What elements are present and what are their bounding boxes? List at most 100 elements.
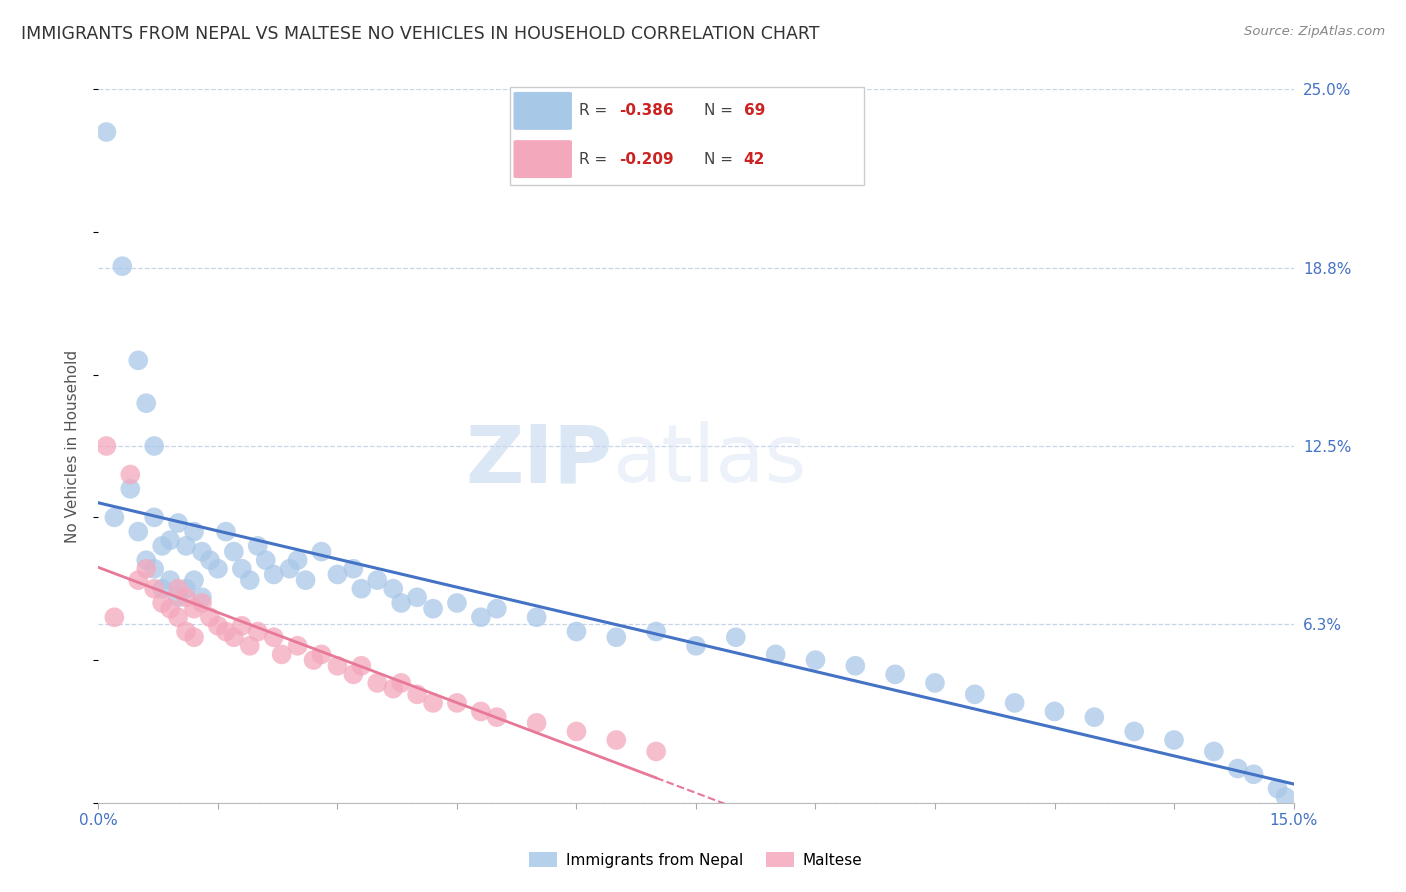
Text: ZIP: ZIP	[465, 421, 613, 500]
Point	[207, 562, 229, 576]
Point	[389, 596, 412, 610]
Point	[1202, 744, 1225, 758]
Point	[150, 539, 173, 553]
Point	[605, 733, 627, 747]
Point	[1267, 781, 1289, 796]
Point	[278, 562, 301, 576]
Point	[366, 573, 388, 587]
Point	[844, 658, 866, 673]
Point	[446, 696, 468, 710]
Point	[167, 610, 190, 624]
Text: 69: 69	[744, 103, 765, 119]
Point	[183, 601, 205, 615]
Point	[565, 624, 588, 639]
Point	[207, 619, 229, 633]
Point	[1043, 705, 1066, 719]
Point	[389, 676, 412, 690]
Text: R =: R =	[579, 103, 613, 119]
Point	[963, 687, 986, 701]
Point	[167, 591, 190, 605]
Legend: Immigrants from Nepal, Maltese: Immigrants from Nepal, Maltese	[523, 846, 869, 873]
Point	[287, 639, 309, 653]
Text: Source: ZipAtlas.com: Source: ZipAtlas.com	[1244, 25, 1385, 38]
Point	[302, 653, 325, 667]
Point	[311, 544, 333, 558]
Point	[150, 596, 173, 610]
Point	[103, 510, 125, 524]
Point	[1004, 696, 1026, 710]
Text: R =: R =	[579, 152, 613, 167]
Point	[422, 601, 444, 615]
Point	[366, 676, 388, 690]
Point	[485, 601, 508, 615]
Point	[924, 676, 946, 690]
Point	[645, 624, 668, 639]
Point	[143, 582, 166, 596]
Point	[470, 610, 492, 624]
Point	[135, 396, 157, 410]
Text: -0.386: -0.386	[620, 103, 673, 119]
Point	[191, 591, 214, 605]
Point	[526, 610, 548, 624]
Point	[159, 573, 181, 587]
Point	[215, 624, 238, 639]
Text: -0.209: -0.209	[620, 152, 673, 167]
Point	[326, 567, 349, 582]
Y-axis label: No Vehicles in Household: No Vehicles in Household	[65, 350, 80, 542]
Point	[382, 681, 405, 696]
Point	[120, 482, 142, 496]
Text: N =: N =	[703, 152, 737, 167]
Point	[191, 544, 214, 558]
Point	[605, 630, 627, 644]
Point	[167, 582, 190, 596]
Point	[143, 510, 166, 524]
Point	[287, 553, 309, 567]
Point	[159, 601, 181, 615]
Point	[246, 539, 269, 553]
Point	[326, 658, 349, 673]
Point	[231, 562, 253, 576]
FancyBboxPatch shape	[510, 87, 865, 186]
Point	[239, 573, 262, 587]
Point	[127, 573, 149, 587]
Point	[246, 624, 269, 639]
Point	[183, 630, 205, 644]
Point	[103, 610, 125, 624]
Point	[645, 744, 668, 758]
Point	[342, 562, 364, 576]
Point	[239, 639, 262, 653]
Point	[222, 630, 245, 644]
Point	[120, 467, 142, 482]
Point	[406, 687, 429, 701]
Text: N =: N =	[703, 103, 737, 119]
Point	[215, 524, 238, 539]
Point	[191, 596, 214, 610]
Point	[1083, 710, 1105, 724]
Point	[350, 658, 373, 673]
Point	[1274, 790, 1296, 805]
Point	[183, 524, 205, 539]
Point	[150, 582, 173, 596]
Point	[350, 582, 373, 596]
Point	[765, 648, 787, 662]
Point	[174, 539, 197, 553]
Point	[382, 582, 405, 596]
Point	[526, 715, 548, 730]
Point	[485, 710, 508, 724]
Point	[96, 439, 118, 453]
Point	[263, 567, 285, 582]
Point	[135, 553, 157, 567]
Point	[198, 610, 221, 624]
Point	[342, 667, 364, 681]
Text: IMMIGRANTS FROM NEPAL VS MALTESE NO VEHICLES IN HOUSEHOLD CORRELATION CHART: IMMIGRANTS FROM NEPAL VS MALTESE NO VEHI…	[21, 25, 820, 43]
Point	[222, 544, 245, 558]
Point	[111, 259, 134, 273]
Point	[1243, 767, 1265, 781]
Point	[135, 562, 157, 576]
Point	[143, 562, 166, 576]
Point	[159, 533, 181, 548]
Point	[254, 553, 277, 567]
Point	[1123, 724, 1146, 739]
Point	[804, 653, 827, 667]
Point	[724, 630, 747, 644]
